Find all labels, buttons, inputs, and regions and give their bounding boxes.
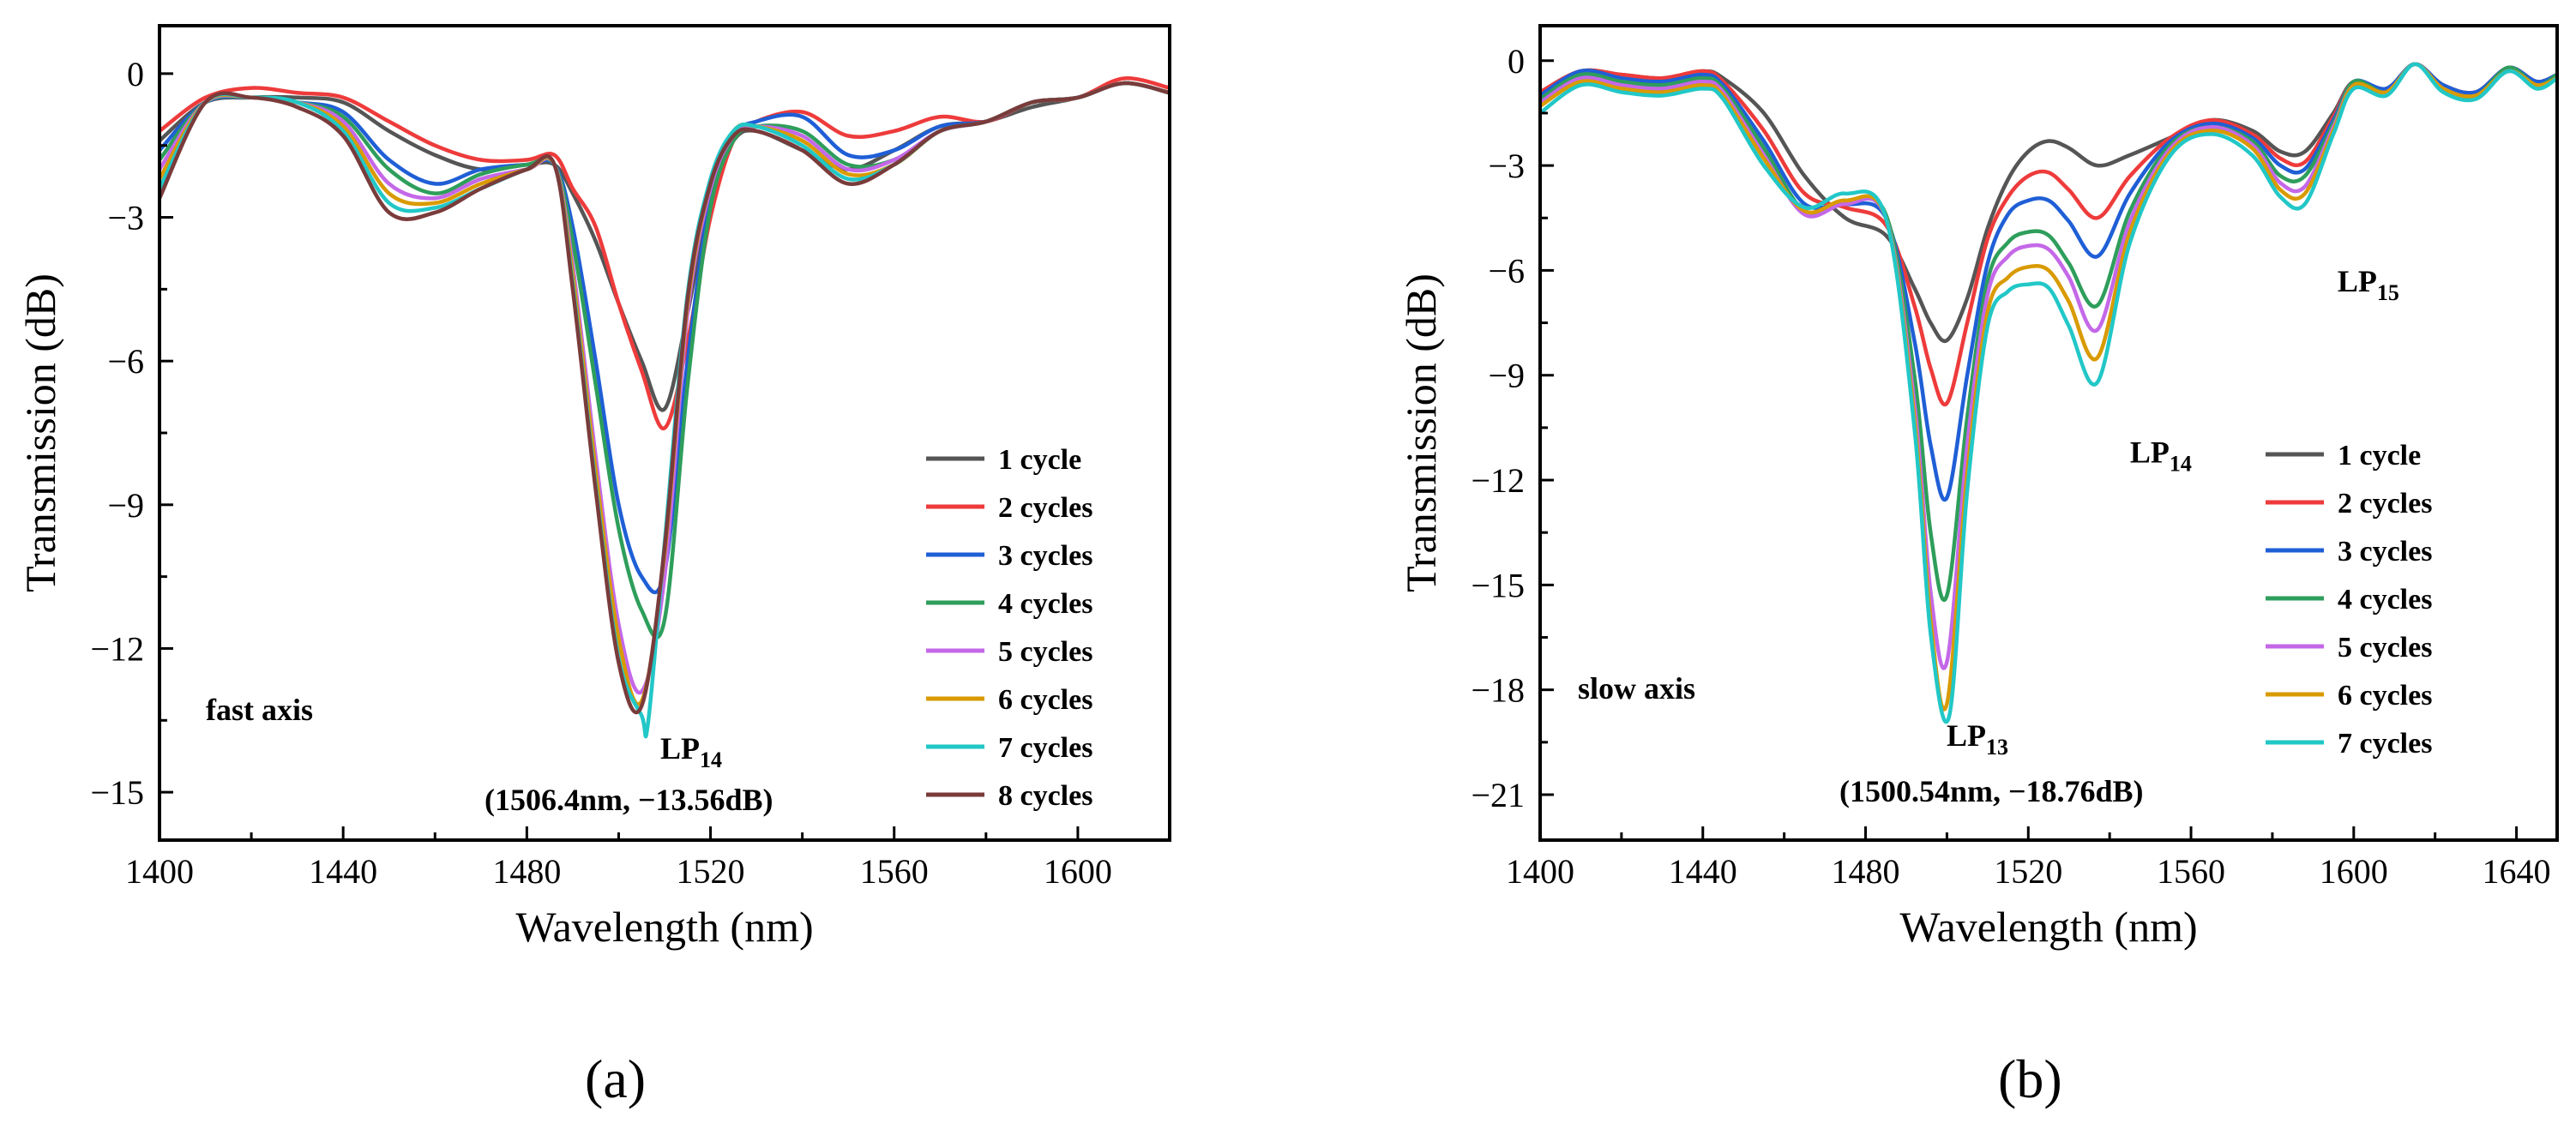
legend-label-7-cycles: 7 cycles	[998, 732, 1092, 764]
x-tick-label: 1600	[2320, 852, 2388, 891]
legend-label-3-cycles: 3 cycles	[2338, 536, 2432, 568]
x-tick-label: 1560	[860, 852, 929, 891]
y-axis-title: Transmission (dB)	[16, 273, 64, 592]
peak-value-label: (1500.54nm, −18.76dB)	[1839, 774, 2144, 808]
peak-mode-subscript: 13	[1986, 735, 2008, 760]
series-line-5-cycles	[1540, 62, 2557, 670]
y-tick-label: −15	[1471, 566, 1525, 604]
y-tick-label: −21	[1471, 776, 1525, 814]
y-tick-label: −6	[1488, 251, 1525, 290]
x-tick-label: 1400	[125, 852, 194, 891]
peak-mode-label: LP13	[1947, 718, 2008, 760]
x-tick-label: 1400	[1506, 852, 1574, 891]
panel-label: (a)	[585, 1048, 646, 1109]
peak-mode-text: LP	[660, 731, 700, 766]
panel-a: 1400 1440 1480 1520 1560 1600 0 −3 −6 −9 −12 −15 Wav…	[16, 24, 1171, 1109]
series-line-6-cycles	[1540, 62, 2557, 712]
mode-label: LP15	[2338, 264, 2399, 305]
x-tick-label: 1520	[677, 852, 745, 891]
x-tick-label: 1600	[1044, 852, 1112, 891]
legend: 1 cycle 2 cycles 3 cycles 4 cycles 5 cycles 6…	[926, 444, 1092, 812]
mode-label-subscript: 14	[2170, 452, 2192, 477]
legend-label-8-cycles: 8 cycles	[998, 780, 1092, 812]
series-line-2-cycles	[159, 76, 1170, 430]
mode-label-subscript: 15	[2377, 280, 2399, 305]
axis-note: slow axis	[1578, 671, 1695, 706]
legend-label-4-cycles: 4 cycles	[998, 588, 1092, 620]
legend-label-2-cycles: 2 cycles	[998, 492, 1092, 524]
panel-label: (b)	[1998, 1048, 2062, 1109]
series-line-4-cycles	[1540, 62, 2557, 603]
panel-b: 1400 1440 1480 1520 1560 1600 1640 0 −3 −6 −9 −12 −1…	[1397, 24, 2559, 1109]
x-tick-label: 1480	[1832, 852, 1900, 891]
mode-label-text: LP	[2130, 435, 2170, 470]
peak-mode-label: LP14	[660, 731, 722, 772]
y-tick-label: −3	[1488, 147, 1525, 185]
y-tick-label: −9	[107, 486, 144, 525]
peak-mode-subscript: 14	[700, 748, 722, 772]
legend-label-7-cycles: 7 cycles	[2338, 728, 2432, 760]
series-line-1-cycle	[159, 81, 1170, 412]
x-tick-label: 1440	[309, 852, 377, 891]
x-tick-label: 1440	[1669, 852, 1737, 891]
series-line-3-cycles	[159, 81, 1170, 595]
peak-mode-text: LP	[1947, 718, 1986, 753]
series-line-8-cycles	[159, 81, 1170, 715]
y-tick-label: 0	[1508, 42, 1525, 81]
legend-label-1-cycle: 1 cycle	[2338, 440, 2421, 471]
x-axis-title: Wavelength (nm)	[515, 903, 813, 951]
legend-label-6-cycles: 6 cycles	[2338, 680, 2432, 712]
y-tick-label: −6	[107, 342, 144, 381]
y-tick-label: −15	[90, 773, 144, 812]
legend-label-2-cycles: 2 cycles	[2338, 488, 2432, 519]
legend-label-5-cycles: 5 cycles	[998, 636, 1092, 668]
y-tick-label: −12	[90, 629, 144, 668]
plot-frame	[1538, 24, 2559, 842]
y-tick-label: −9	[1488, 357, 1525, 395]
series-group	[159, 76, 1170, 739]
legend-label-6-cycles: 6 cycles	[998, 684, 1092, 716]
y-tick-label: −3	[107, 199, 144, 237]
x-tick-label: 1560	[2157, 852, 2225, 891]
legend-label-1-cycle: 1 cycle	[998, 444, 1081, 476]
peak-value-label: (1506.4nm, −13.56dB)	[485, 783, 773, 817]
legend-label-5-cycles: 5 cycles	[2338, 632, 2432, 664]
y-tick-label: 0	[127, 55, 144, 93]
x-tick-label: 1640	[2483, 852, 2551, 891]
mode-label: LP14	[2130, 435, 2192, 477]
y-tick-label: −12	[1471, 461, 1525, 500]
series-line-3-cycles	[1540, 62, 2557, 502]
y-tick-label: −18	[1471, 671, 1525, 710]
x-axis-title: Wavelength (nm)	[1899, 903, 2197, 951]
series-group	[1540, 62, 2557, 724]
legend-label-3-cycles: 3 cycles	[998, 540, 1092, 572]
x-tick-label: 1480	[492, 852, 561, 891]
mode-label-text: LP	[2338, 264, 2377, 298]
legend: 1 cycle 2 cycles 3 cycles 4 cycles 5 cycles 6…	[2266, 440, 2432, 760]
axis-note: fast axis	[206, 693, 313, 727]
y-axis-title: Transmission (dB)	[1397, 273, 1445, 592]
x-tick-label: 1520	[1994, 852, 2062, 891]
series-line-7-cycles	[1540, 62, 2557, 724]
legend-label-4-cycles: 4 cycles	[2338, 584, 2432, 616]
